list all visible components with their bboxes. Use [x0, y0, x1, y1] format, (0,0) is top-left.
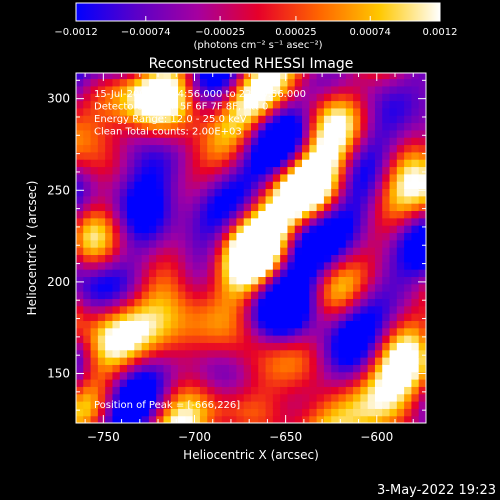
x-tick-label: −650	[269, 430, 302, 444]
annotation-line: Clean Total counts: 2.00E+03	[94, 127, 242, 138]
annotation-line: 15-Jul-2003 22:24:56.000 to 22:30:56.000	[94, 89, 306, 100]
colorbar-unit-label: (photons cm⁻² s⁻¹ asec⁻²)	[193, 40, 322, 51]
plot-frame	[75, 72, 427, 424]
colorbar-tick-label: −0.00025	[195, 27, 245, 38]
y-tick-label: 250	[47, 183, 70, 197]
colorbar-tick-label: −0.0012	[54, 27, 97, 38]
colorbar-tick-label: 0.00025	[275, 27, 316, 38]
colorbar-gradient	[75, 2, 441, 22]
y-tick-label: 150	[47, 367, 70, 381]
heatmap-image	[76, 73, 426, 423]
axis-ticks: −750 −700 −650 −600 150 200 250 300	[47, 73, 426, 444]
x-axis-label: Heliocentric X (arcsec)	[183, 448, 319, 462]
x-tick-label: −700	[178, 430, 211, 444]
annotation-line: Energy Range: 12.0 - 25.0 keV	[94, 114, 247, 125]
y-tick-label: 200	[47, 275, 70, 289]
x-tick-label: −750	[87, 430, 120, 444]
colorbar-tick-label: −0.00074	[121, 27, 171, 38]
colorbar-tick-label: 0.0012	[423, 27, 458, 38]
y-tick-label: 300	[47, 92, 70, 106]
colorbar-ticks: −0.0012 −0.00074 −0.00025 0.00025 0.00074 0.0…	[54, 16, 458, 38]
plot-area: −750 −700 −650 −600 150 200 250 300	[47, 72, 427, 444]
peak-position-label: Position of Peak = [-666,226]	[94, 400, 240, 411]
chart-title: Reconstructed RHESSI Image	[149, 56, 354, 72]
annotations: 15-Jul-2003 22:24:56.000 to 22:30:56.000…	[94, 89, 306, 138]
y-axis-label: Heliocentric Y (arcsec)	[25, 181, 39, 316]
x-tick-label: −600	[360, 430, 393, 444]
annotation-line: Detectors: 3F 4F 5F 6F 7F 8F, Att 0	[94, 102, 268, 113]
colorbar: −0.0012 −0.00074 −0.00025 0.00025 0.00074 0.0…	[54, 2, 458, 51]
footer-date: 3-May-2022 19:23	[377, 483, 496, 498]
colorbar-tick-label: 0.00074	[350, 27, 391, 38]
